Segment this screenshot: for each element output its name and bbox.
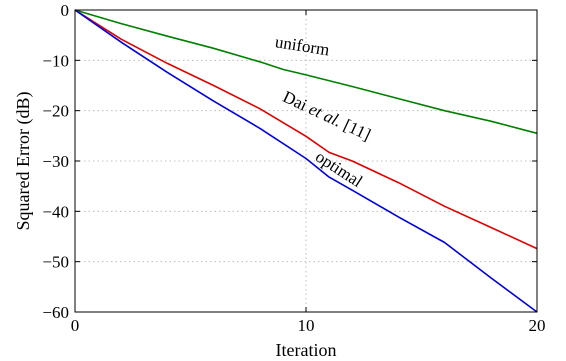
annotation-dai-ref: [11] (337, 114, 374, 145)
series-lines (74, 9, 538, 313)
y-tick-label: −30 (42, 152, 69, 171)
tick-labels: 0 10 20 0 −10 −20 −30 −40 −50 −60 (42, 1, 545, 335)
y-tick-label: 0 (61, 1, 70, 20)
annotation-dai: Dai et al. [11] (280, 87, 374, 144)
x-axis-title: Iteration (276, 340, 337, 360)
y-tick-label: −40 (42, 202, 69, 221)
annotations: uniform Dai et al. [11] optimal (274, 32, 374, 191)
y-tick-label: −20 (42, 102, 69, 121)
x-tick-label: 10 (298, 316, 315, 335)
tick-marks (74, 9, 538, 313)
y-axis-title: Squared Error (dB) (13, 92, 34, 231)
y-tick-label: −50 (42, 253, 69, 272)
grid (75, 10, 537, 312)
x-tick-label: 0 (71, 316, 80, 335)
x-tick-label: 20 (529, 316, 546, 335)
series-line-2 (74, 9, 538, 313)
series-line-1 (74, 9, 538, 250)
series-line-0 (74, 9, 538, 135)
annotation-uniform: uniform (274, 32, 331, 59)
y-tick-label: −60 (42, 303, 69, 322)
y-tick-label: −10 (42, 51, 69, 70)
